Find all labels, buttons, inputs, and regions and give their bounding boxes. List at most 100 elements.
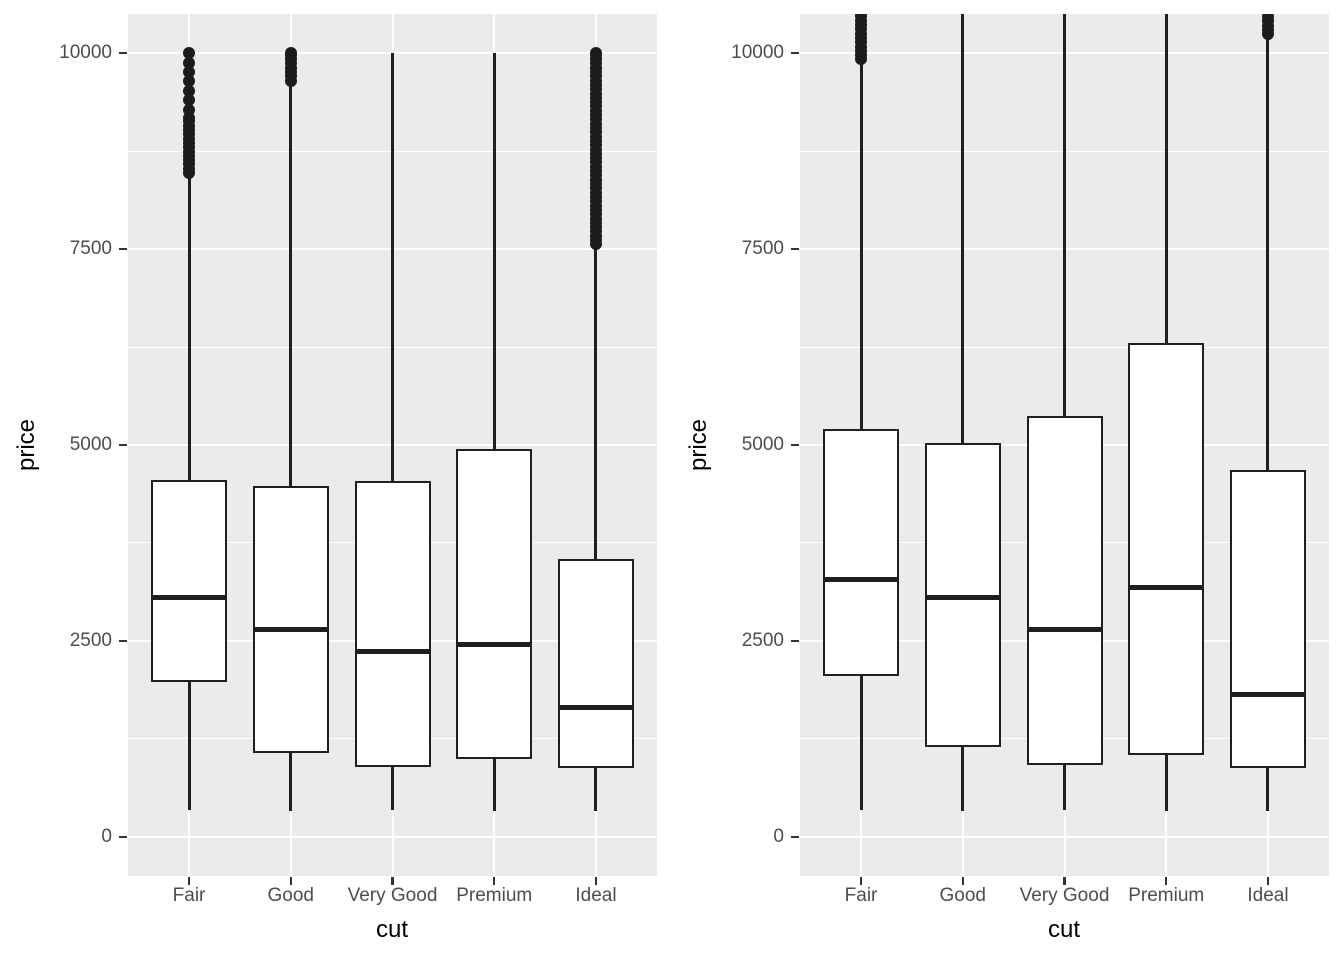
upper-whisker — [961, 14, 965, 443]
iqr-box — [1026, 415, 1103, 766]
y-tick — [791, 835, 799, 839]
iqr-box — [456, 448, 533, 760]
lower-whisker — [1266, 768, 1270, 812]
x-tick-label: Very Good — [347, 885, 438, 906]
median-line — [823, 577, 900, 583]
y-tick — [119, 443, 127, 447]
x-tick-label: Premium — [456, 885, 533, 906]
outlier-dot — [855, 14, 868, 23]
iqr-box — [354, 481, 431, 768]
x-tick — [492, 877, 496, 885]
y-tick — [119, 51, 127, 55]
outlier-dot — [183, 94, 196, 107]
median-line — [1128, 584, 1205, 590]
upper-whisker — [594, 245, 598, 560]
plot-panel — [800, 14, 1329, 876]
iqr-box — [252, 485, 329, 754]
outlier-dot — [183, 47, 196, 60]
upper-whisker — [187, 177, 191, 481]
outlier-dot — [1261, 14, 1274, 19]
lower-whisker — [594, 767, 598, 812]
upper-whisker — [1164, 14, 1168, 344]
x-tick-label: Good — [939, 885, 987, 906]
lower-whisker — [1063, 765, 1066, 811]
median-line — [557, 705, 634, 711]
y-tick — [119, 247, 127, 251]
x-tick — [391, 877, 394, 885]
x-tick-label: Ideal — [575, 885, 617, 906]
outlier-dot — [183, 112, 196, 125]
upper-whisker — [1266, 24, 1270, 471]
x-tick-label: Fair — [844, 885, 878, 906]
x-tick — [1063, 877, 1066, 885]
median-line — [1229, 692, 1306, 698]
outlier-dot — [284, 47, 297, 60]
outlier-dot — [183, 75, 196, 88]
upper-whisker — [859, 61, 863, 429]
x-tick — [187, 877, 191, 885]
y-tick — [119, 835, 127, 839]
iqr-box — [1229, 470, 1306, 768]
iqr-box — [151, 480, 228, 683]
y-tick-label: 0 — [101, 825, 112, 847]
upper-whisker — [289, 81, 293, 486]
upper-whisker — [391, 53, 394, 482]
iqr-box — [924, 442, 1001, 748]
outlier-dot — [855, 14, 868, 19]
x-axis-title: cut — [1047, 916, 1081, 943]
lower-whisker — [859, 676, 863, 811]
x-tick-label: Good — [267, 885, 315, 906]
x-tick — [1266, 877, 1270, 885]
y-tick-label: 5000 — [69, 434, 112, 455]
y-tick — [791, 639, 799, 643]
median-line — [354, 649, 431, 655]
x-tick — [859, 877, 863, 885]
outlier-dot — [183, 56, 196, 69]
lower-whisker — [961, 747, 965, 812]
outlier-dot — [855, 14, 868, 16]
y-tick-label: 2500 — [741, 629, 784, 651]
y-tick-label: 10000 — [59, 42, 112, 64]
y-tick-label: 7500 — [69, 238, 112, 260]
outlier-dot — [1261, 14, 1274, 16]
upper-whisker — [492, 53, 496, 449]
iqr-box — [1128, 343, 1205, 755]
y-tick — [791, 247, 799, 251]
lower-whisker — [289, 753, 293, 812]
lower-whisker — [187, 682, 191, 811]
y-tick-label: 5000 — [741, 434, 784, 455]
x-tick — [1164, 877, 1168, 885]
boxplot-figure-right: price cut 0 2500 5000 7500 10000 Fair Good Very… — [672, 0, 1344, 960]
plot-panel — [128, 14, 657, 876]
y-tick — [791, 51, 799, 55]
x-tick-label: Very Good — [1019, 885, 1110, 906]
y-tick-label: 0 — [773, 825, 784, 847]
median-line — [151, 595, 228, 601]
y-tick — [791, 443, 799, 447]
x-tick-label: Ideal — [1247, 885, 1289, 906]
lower-whisker — [492, 759, 496, 812]
median-line — [456, 642, 533, 648]
y-tick-label: 10000 — [731, 42, 784, 64]
x-axis-title: cut — [375, 916, 409, 943]
median-line — [924, 595, 1001, 601]
outlier-dot — [183, 84, 196, 97]
y-tick-label: 2500 — [69, 629, 112, 651]
median-line — [252, 627, 329, 633]
x-tick — [289, 877, 293, 885]
x-tick — [594, 877, 598, 885]
y-tick — [119, 639, 127, 643]
x-tick-label: Fair — [172, 885, 206, 906]
lower-whisker — [1164, 754, 1168, 812]
upper-whisker — [1063, 14, 1066, 416]
outlier-dot — [183, 65, 196, 78]
iqr-box — [823, 428, 900, 677]
iqr-box — [557, 559, 634, 768]
lower-whisker — [391, 767, 394, 811]
x-tick-label: Premium — [1128, 885, 1205, 906]
x-tick — [961, 877, 965, 885]
boxplot-figure-left: price cut 0 2500 5000 7500 10000 Fair Good Very… — [13, 14, 657, 943]
y-tick-label: 7500 — [741, 238, 784, 260]
outlier-dot — [589, 47, 602, 60]
median-line — [1026, 626, 1103, 632]
